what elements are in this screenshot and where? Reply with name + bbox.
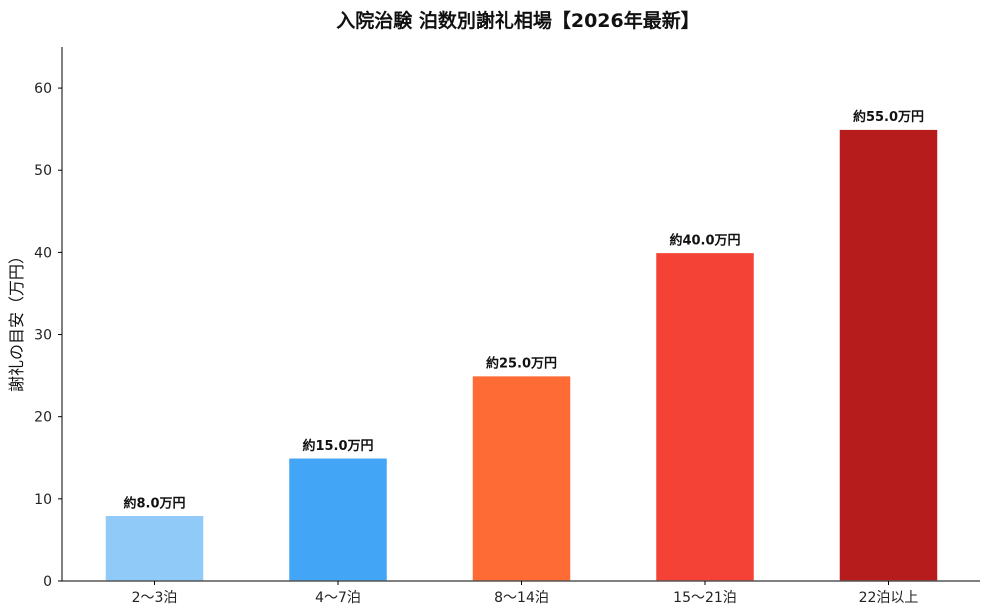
x-tick-label-1: 2〜3泊: [132, 590, 178, 606]
data-label-5: 約55.0万円: [853, 109, 924, 125]
x-tick-label-2: 4〜7泊: [315, 590, 361, 606]
bars: [104, 128, 939, 582]
x-tick-label-3: 8〜14泊: [494, 590, 549, 606]
y-tick-label-4: 40: [34, 245, 52, 261]
y-tick-label-0: 0: [43, 574, 52, 590]
bar-2: [287, 457, 389, 582]
x-tick-label-5: 22泊以上: [859, 590, 919, 606]
bar-5: [838, 128, 939, 582]
y-tick-label-2: 20: [34, 410, 52, 426]
data-label-1: 約8.0万円: [123, 495, 185, 511]
data-label-4: 約40.0万円: [669, 232, 740, 248]
y-tick-label-6: 60: [34, 81, 52, 97]
bar-3: [471, 374, 572, 582]
bar-4: [654, 251, 756, 582]
x-tick-label-4: 15〜21泊: [673, 590, 737, 606]
y-axis-label: 謝礼の目安（万円）: [7, 248, 26, 392]
chart-title: 入院治験 泊数別謝礼相場【2026年最新】: [336, 9, 700, 32]
y-tick-label-3: 30: [34, 328, 52, 344]
y-ticks: 0 10 20 30 40 50 60: [34, 81, 62, 590]
y-tick-label-1: 10: [34, 492, 52, 508]
x-ticks: 2〜3泊 4〜7泊 8〜14泊 15〜21泊 22泊以上: [132, 581, 919, 606]
data-label-3: 約25.0万円: [486, 356, 557, 372]
data-labels: 約8.0万円 約15.0万円 約25.0万円 約40.0万円 約55.0万円: [123, 109, 924, 511]
data-label-2: 約15.0万円: [302, 438, 373, 454]
bar-1: [104, 514, 205, 582]
y-tick-label-5: 50: [34, 163, 52, 179]
